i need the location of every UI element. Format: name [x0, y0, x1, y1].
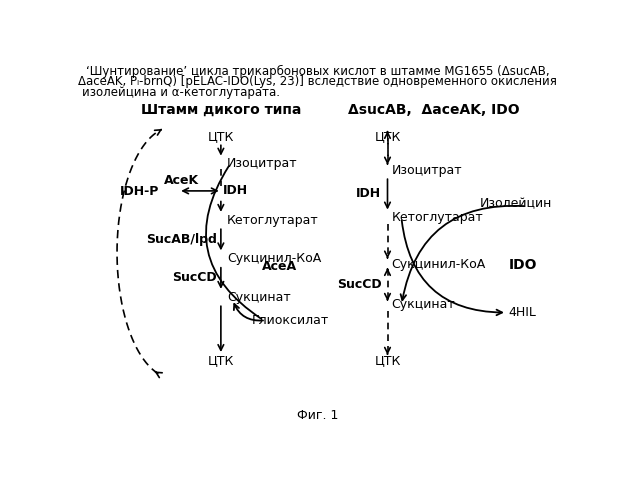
Text: SucCD: SucCD: [172, 272, 217, 284]
Text: Изоцитрат: Изоцитрат: [227, 158, 298, 170]
Text: Глиоксилат: Глиоксилат: [252, 314, 329, 327]
Text: Изолейцин: Изолейцин: [479, 198, 552, 210]
Text: ‘Шунтирование’ цикла трикарбоновых кислот в штамме MG1655 (ΔsucAB,: ‘Шунтирование’ цикла трикарбоновых кисло…: [86, 64, 549, 78]
Text: IDH-P: IDH-P: [120, 185, 159, 198]
Text: ЦТК: ЦТК: [374, 130, 401, 143]
Text: Изоцитрат: Изоцитрат: [391, 164, 462, 176]
Text: Фиг. 1: Фиг. 1: [297, 409, 339, 422]
Text: ЦТК: ЦТК: [374, 354, 401, 367]
Text: Сукцинил-КоА: Сукцинил-КоА: [227, 252, 321, 265]
Text: 4HIL: 4HIL: [508, 306, 536, 319]
Text: SucCD: SucCD: [337, 278, 381, 290]
Text: изолейцина и α-кетоглутарата.: изолейцина и α-кетоглутарата.: [82, 86, 280, 99]
Text: Кетоглутарат: Кетоглутарат: [391, 212, 483, 224]
Text: Кетоглутарат: Кетоглутарат: [227, 214, 319, 226]
Text: IDO: IDO: [509, 258, 538, 272]
Text: AceA: AceA: [262, 260, 296, 273]
Text: IDH: IDH: [223, 184, 249, 198]
Text: ЦТК: ЦТК: [208, 354, 234, 367]
Text: Сукцинат: Сукцинат: [227, 290, 291, 304]
Text: AceK: AceK: [164, 174, 199, 188]
Text: Сукцинат: Сукцинат: [391, 298, 455, 312]
Text: ΔsucAB,  ΔaceAK, IDO: ΔsucAB, ΔaceAK, IDO: [348, 103, 520, 117]
Text: Сукцинил-КоА: Сукцинил-КоА: [391, 258, 485, 270]
Text: SucAB/lpd: SucAB/lpd: [146, 233, 217, 246]
Text: IDH: IDH: [356, 188, 381, 200]
Text: ΔaceAK, Pₗ-brnQ) [pELAC-IDO(Lys, 23)] вследствие одновременного окисления: ΔaceAK, Pₗ-brnQ) [pELAC-IDO(Lys, 23)] вс…: [78, 76, 557, 88]
Text: Штамм дикого типа: Штамм дикого типа: [141, 103, 301, 117]
Text: ЦТК: ЦТК: [208, 130, 234, 143]
